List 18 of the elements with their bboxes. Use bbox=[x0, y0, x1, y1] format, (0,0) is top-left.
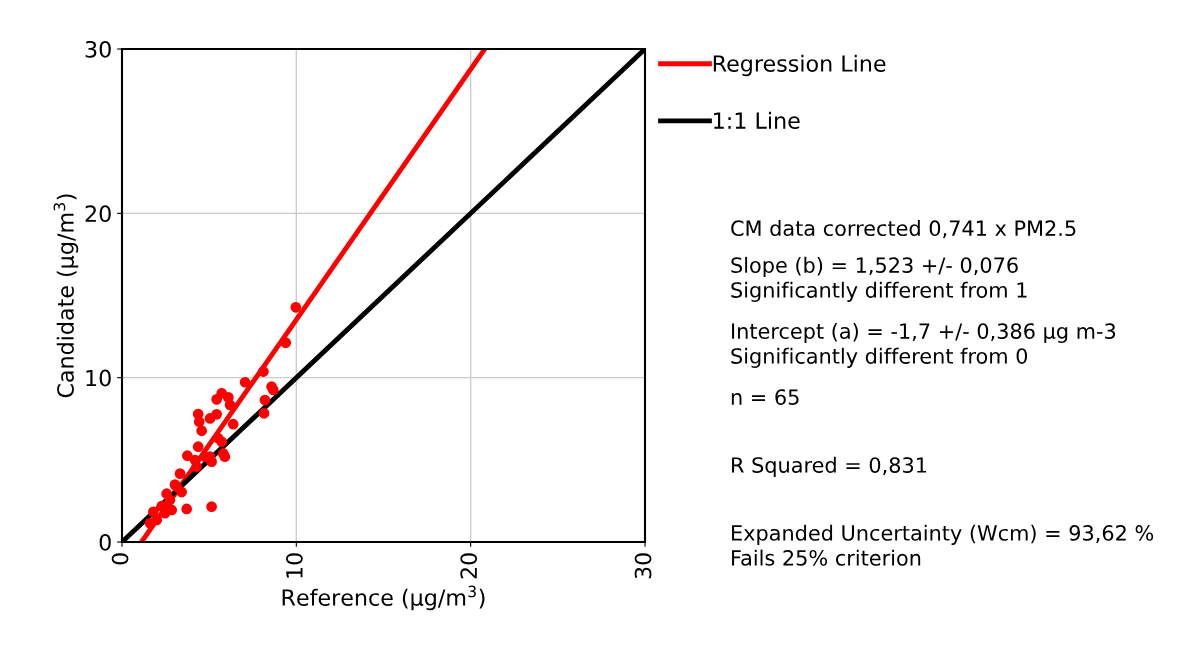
text: n = 65 bbox=[731, 389, 799, 405]
x-axis-title: Reference (µg/m$^{3}$) bbox=[282, 585, 485, 611]
y-tick-label: 20 bbox=[85, 205, 111, 223]
y-axis-title: Candidate (µg/m$^{3}$) bbox=[53, 194, 79, 398]
x-tick-label: 20 bbox=[460, 553, 478, 579]
text: Expanded Uncertainty (Wcm) = 93,62 % Fails 25% criterion bbox=[732, 524, 1154, 566]
text: Slope (b) = 1,523 +/- 0,076 Significantly different from 1 bbox=[731, 256, 1027, 302]
legend-label: Regression Line bbox=[713, 54, 886, 77]
y-tick-label: 30 bbox=[85, 40, 111, 58]
text: Intercept (a) = -1,7 +/- 0,386 µg m-3 Significantly different from 0 bbox=[731, 322, 1116, 368]
x-tick-label: 0 bbox=[111, 553, 129, 565]
y-tick-label: 10 bbox=[86, 369, 111, 387]
y-tick-label: 0 bbox=[99, 533, 111, 551]
x-tick-label: 30 bbox=[634, 553, 652, 579]
text: CM data corrected 0,741 x PM2.5 bbox=[731, 219, 1076, 239]
x-tick-label: 10 bbox=[285, 553, 303, 578]
text: R Squared = 0,831 bbox=[732, 456, 927, 477]
legend-label: 1:1 Line bbox=[714, 111, 800, 129]
